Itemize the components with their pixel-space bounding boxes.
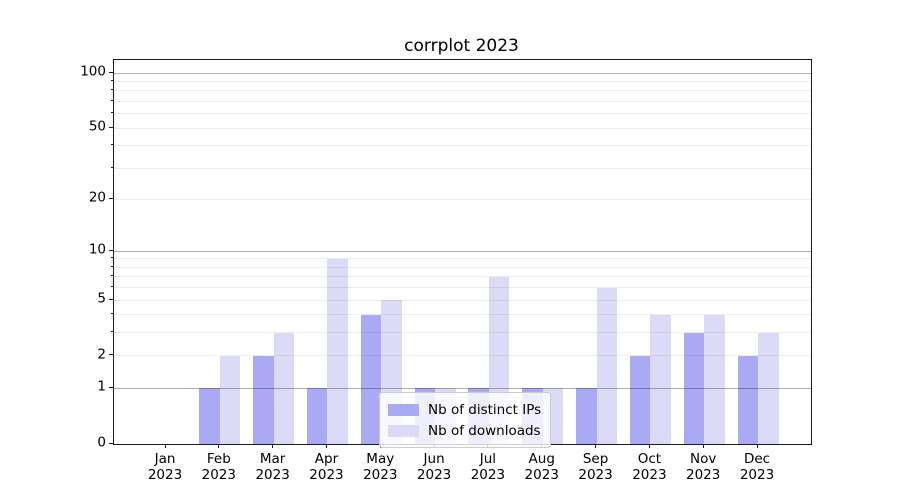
- legend-swatch-downloads: [388, 424, 419, 437]
- y-minor-tick-mark: [110, 112, 113, 114]
- y-tick-mark: [109, 386, 113, 388]
- x-tick-mark: [325, 444, 327, 448]
- legend-item-downloads: Nb of downloads: [388, 420, 541, 441]
- y-minor-tick-mark: [110, 80, 113, 82]
- bar-distinct-ips: [199, 388, 220, 444]
- y-gridline-minor: [114, 167, 811, 169]
- y-tick-label: 10: [88, 241, 106, 258]
- x-tick-mark: [702, 444, 704, 448]
- y-gridline-minor: [114, 127, 811, 129]
- bar-downloads: [758, 332, 779, 444]
- y-minor-tick-mark: [110, 275, 113, 277]
- bar-distinct-ips: [576, 388, 597, 444]
- bar-distinct-ips: [306, 388, 328, 444]
- y-gridline-minor: [114, 314, 811, 316]
- x-tick-label: Feb 2023: [201, 451, 236, 484]
- x-tick-label: Oct 2023: [632, 451, 667, 484]
- y-gridline-minor: [114, 198, 811, 200]
- y-tick-label: 5: [97, 290, 106, 307]
- y-gridline-minor: [114, 100, 811, 102]
- y-tick-mark: [109, 71, 113, 73]
- y-tick-label: 0: [97, 434, 106, 451]
- x-tick-mark: [648, 444, 650, 448]
- x-tick-label: Apr 2023: [309, 451, 344, 484]
- x-tick-label: Aug 2023: [524, 451, 559, 484]
- y-tick-mark: [109, 298, 113, 300]
- y-gridline-major: [114, 250, 811, 252]
- y-minor-tick-mark: [110, 144, 113, 146]
- y-gridline-minor: [114, 90, 811, 92]
- legend-label-distinct-ips: Nb of distinct IPs: [428, 401, 542, 418]
- y-tick-label: 1: [97, 378, 106, 395]
- y-gridline-minor: [114, 113, 811, 115]
- y-minor-tick-mark: [110, 286, 113, 288]
- x-tick-label: Dec 2023: [739, 451, 775, 484]
- y-tick-label: 2: [97, 345, 106, 362]
- bar-downloads: [273, 332, 295, 444]
- bar-downloads: [704, 314, 725, 444]
- y-minor-tick-mark: [110, 257, 113, 259]
- x-tick-label: Jul 2023: [470, 451, 506, 484]
- y-tick-mark: [109, 126, 113, 128]
- bar-distinct-ips: [253, 355, 274, 444]
- plot-area: Nb of distinct IPs Nb of downloads: [113, 59, 812, 448]
- x-tick-label: May 2023: [363, 451, 398, 484]
- y-gridline-minor: [114, 145, 811, 147]
- y-gridline-minor: [114, 299, 811, 301]
- legend-swatch-distinct-ips: [388, 403, 419, 416]
- y-gridline-minor: [114, 332, 811, 334]
- bar-downloads: [596, 287, 618, 444]
- x-tick-mark: [595, 444, 597, 448]
- legend-item-distinct-ips: Nb of distinct IPs: [388, 399, 541, 420]
- bar-distinct-ips: [629, 355, 651, 444]
- bar-downloads: [219, 355, 241, 444]
- y-tick-mark: [109, 197, 113, 199]
- y-minor-tick-mark: [110, 166, 113, 168]
- legend: Nb of distinct IPs Nb of downloads: [379, 392, 552, 448]
- y-tick-mark: [109, 442, 113, 444]
- y-tick-label: 20: [88, 189, 106, 206]
- bar-distinct-ips: [360, 314, 382, 444]
- y-minor-tick-mark: [110, 89, 113, 91]
- y-tick-mark: [109, 354, 113, 356]
- y-gridline-minor: [114, 258, 811, 260]
- x-tick-label: Mar 2023: [255, 451, 290, 484]
- legend-label-downloads: Nb of downloads: [428, 422, 541, 439]
- y-gridline-minor: [114, 355, 811, 357]
- y-tick-mark: [109, 249, 113, 251]
- x-tick-label: Jun 2023: [416, 451, 452, 484]
- x-tick-mark: [218, 444, 220, 448]
- x-tick-mark: [756, 444, 758, 448]
- y-gridline-major: [114, 72, 811, 74]
- x-tick-label: Nov 2023: [686, 451, 721, 484]
- x-tick-label: Sep 2023: [578, 451, 613, 484]
- y-tick-label: 50: [88, 118, 106, 135]
- x-tick-mark: [164, 444, 166, 448]
- y-gridline-minor: [114, 276, 811, 278]
- bar-distinct-ips: [683, 332, 705, 444]
- chart-title: corrplot 2023: [404, 36, 519, 56]
- bar-distinct-ips: [737, 355, 759, 444]
- y-gridline-major: [114, 387, 811, 389]
- x-tick-label: Jan 2023: [147, 451, 183, 484]
- bar-downloads: [650, 314, 671, 444]
- bar-downloads: [327, 258, 348, 444]
- y-minor-tick-mark: [110, 265, 113, 267]
- y-gridline-minor: [114, 81, 811, 83]
- y-tick-label: 100: [80, 63, 106, 80]
- x-tick-mark: [272, 444, 274, 448]
- y-gridline-minor: [114, 287, 811, 289]
- y-minor-tick-mark: [110, 331, 113, 333]
- y-minor-tick-mark: [110, 313, 113, 315]
- y-gridline-minor: [114, 266, 811, 268]
- grid-layer: [114, 60, 811, 444]
- y-minor-tick-mark: [110, 99, 113, 101]
